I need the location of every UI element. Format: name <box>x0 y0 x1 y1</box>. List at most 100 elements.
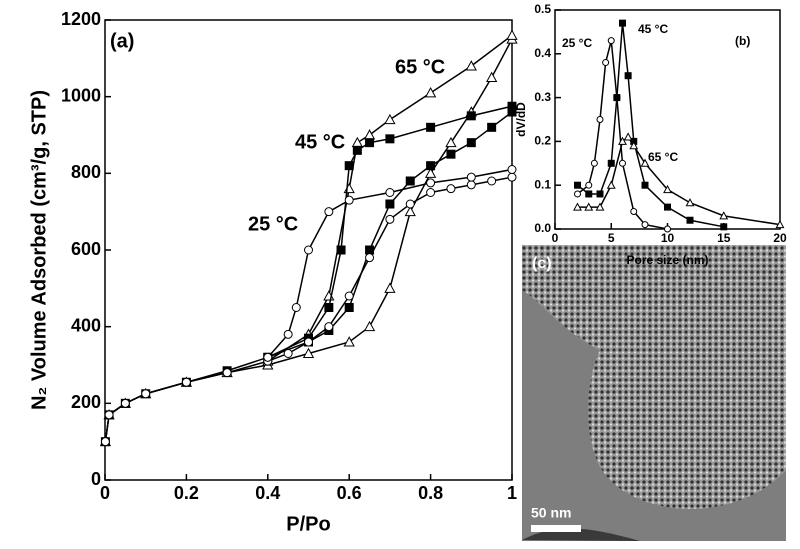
chart-panel: 0 0.2 0.4 0.6 0.8 1 0 200 400 600 800 1000 1200 P/Po N… <box>28 9 518 535</box>
marker <box>719 211 729 220</box>
marker <box>607 37 615 45</box>
marker <box>343 336 355 347</box>
y-tick-label: 800 <box>71 162 101 182</box>
marker <box>424 86 437 98</box>
marker <box>466 138 476 148</box>
marker <box>363 320 376 332</box>
series-line <box>577 135 781 226</box>
marker <box>486 71 498 82</box>
y-tick-label: 0.1 <box>534 177 551 191</box>
marker <box>574 181 581 189</box>
marker <box>465 60 477 71</box>
marker <box>324 207 334 217</box>
y-tick-label: 0.3 <box>534 90 551 104</box>
marker <box>613 94 621 102</box>
series-annotation: 45 °C <box>295 131 345 153</box>
x-axis-label: Pore size (nm) <box>626 253 708 267</box>
marker <box>344 161 354 171</box>
marker <box>506 29 518 40</box>
series-line <box>577 40 668 230</box>
marker <box>384 282 396 293</box>
x-tick-label: 0.6 <box>337 483 362 503</box>
chart-panel: 0 5 10 15 20 0.0 0.1 0.2 0.3 0.4 0.5 Pore size (nm)… <box>514 2 787 267</box>
marker <box>365 253 375 263</box>
marker <box>585 190 593 198</box>
marker <box>283 349 293 358</box>
marker <box>596 190 604 198</box>
marker <box>623 132 633 141</box>
x-tick-label: 0 <box>552 231 559 245</box>
marker <box>222 368 232 378</box>
marker <box>466 111 476 121</box>
marker <box>100 437 110 447</box>
marker <box>385 199 395 209</box>
x-tick-label: 5 <box>608 231 615 245</box>
marker <box>446 149 456 159</box>
marker <box>181 377 191 387</box>
y-tick-label: 0.0 <box>534 221 551 235</box>
marker <box>590 159 598 167</box>
marker <box>641 181 649 189</box>
tem-image: (c) 50 nm <box>522 245 786 541</box>
marker <box>304 337 313 347</box>
y-tick-label: 0.2 <box>534 134 551 148</box>
marker <box>352 145 362 155</box>
marker <box>624 72 632 80</box>
marker <box>466 180 476 190</box>
series-line <box>104 168 513 442</box>
marker <box>602 59 610 67</box>
x-tick-label: 0.8 <box>418 483 443 503</box>
marker <box>596 116 604 123</box>
marker <box>351 136 363 148</box>
marker <box>291 303 301 312</box>
panel-label: (c) <box>532 255 552 272</box>
marker <box>324 322 334 332</box>
marker <box>606 180 616 189</box>
y-tick-label: 1000 <box>61 85 101 105</box>
series-annotation: 65 °C <box>395 56 445 78</box>
marker <box>120 398 130 408</box>
y-axis-label: dV/dD <box>514 102 528 137</box>
marker <box>426 188 436 197</box>
y-tick-label: 0 <box>91 469 101 489</box>
marker <box>507 165 517 174</box>
x-tick-label: 0 <box>100 483 110 503</box>
marker <box>385 188 395 197</box>
marker <box>607 159 615 167</box>
marker <box>405 199 415 209</box>
series-annotation: 65 °C <box>648 150 678 164</box>
marker <box>324 303 334 312</box>
marker <box>385 214 395 224</box>
y-tick-label: 0.5 <box>534 2 551 16</box>
marker <box>426 161 436 171</box>
marker <box>302 347 315 358</box>
marker <box>344 195 354 205</box>
marker <box>404 205 416 217</box>
x-tick-label: 1 <box>507 483 517 503</box>
marker <box>585 181 593 189</box>
marker <box>445 136 457 148</box>
marker <box>619 159 626 167</box>
x-tick-label: 15 <box>717 231 731 245</box>
y-tick-label: 0.4 <box>534 46 551 60</box>
marker <box>466 172 476 182</box>
x-axis-label: P/Po <box>286 513 330 535</box>
marker <box>507 172 517 182</box>
x-tick-label: 0.4 <box>255 483 280 503</box>
series-annotation: 25 °C <box>562 36 592 50</box>
marker <box>584 202 594 211</box>
marker <box>405 176 415 186</box>
series-line <box>104 33 513 442</box>
marker <box>141 389 151 399</box>
marker <box>487 122 497 132</box>
y-tick-label: 400 <box>71 315 101 335</box>
marker <box>685 198 695 207</box>
scale-bar <box>531 525 581 532</box>
marker <box>573 202 582 211</box>
marker <box>641 221 649 229</box>
marker <box>630 207 638 215</box>
series-annotation: 45 °C <box>638 22 668 36</box>
marker <box>686 216 694 224</box>
x-tick-label: 20 <box>773 231 787 245</box>
